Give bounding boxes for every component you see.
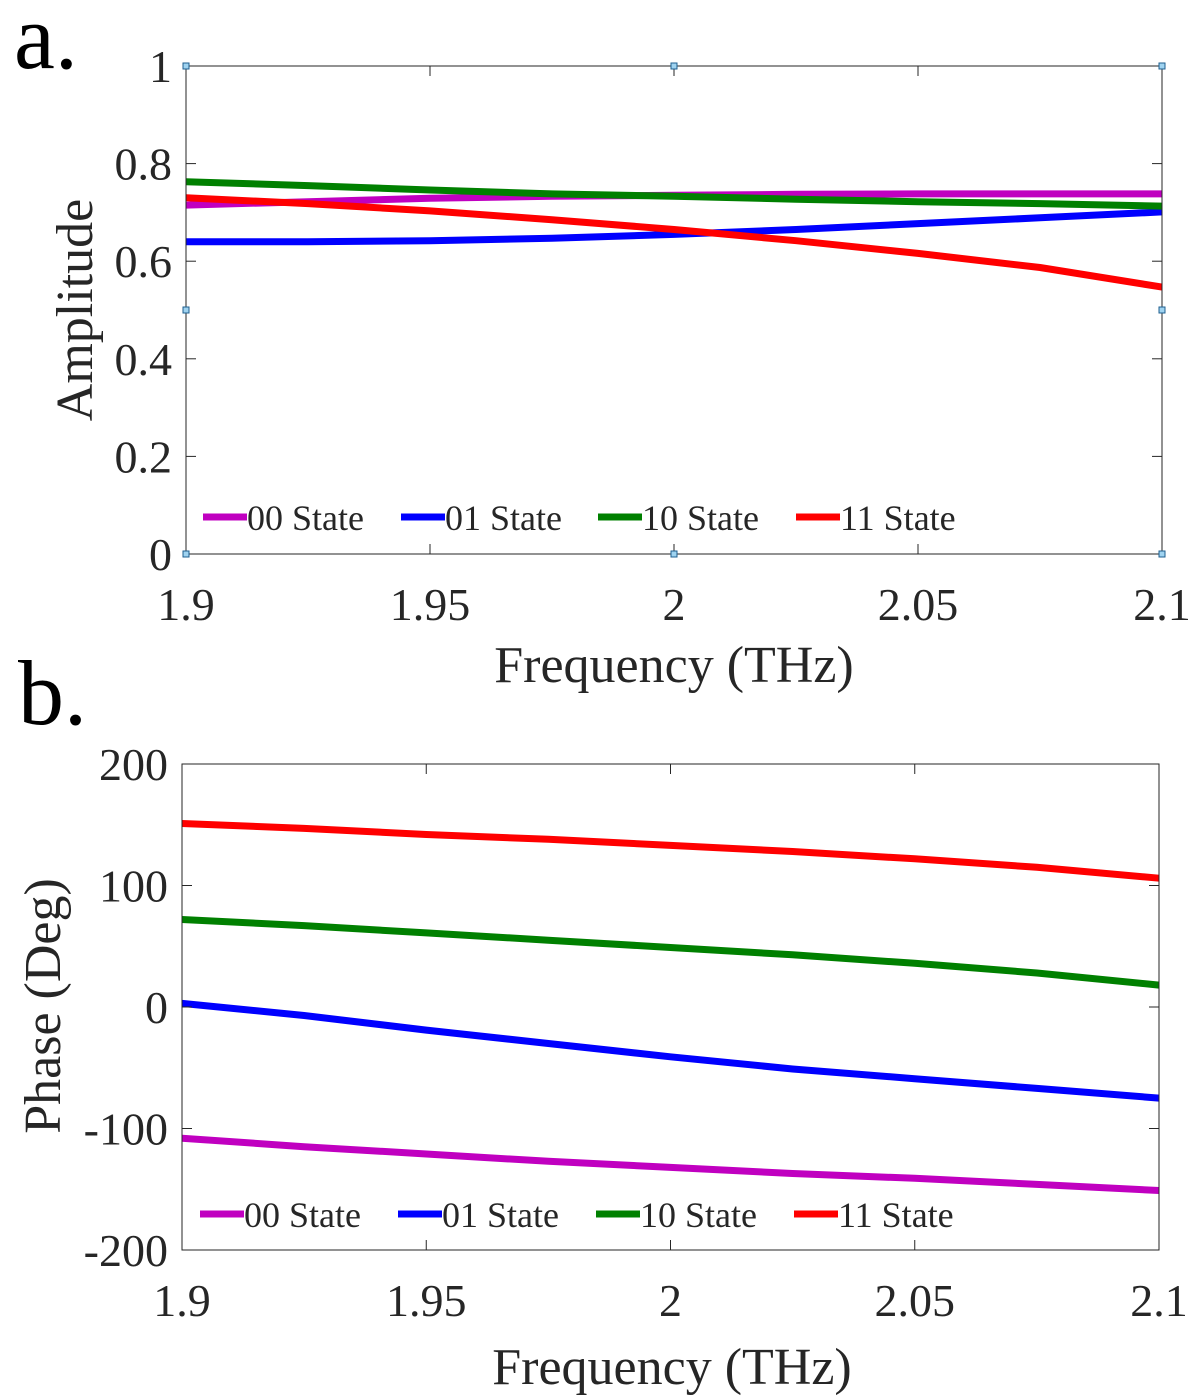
phase-y-axis-title: Phase (Deg) <box>15 878 72 1134</box>
phase-series-01-state <box>181 999 1160 1102</box>
amplitude-x-tick-label: 1.9 <box>157 579 215 630</box>
selection-handle[interactable] <box>1158 62 1166 70</box>
phase-y-tick-label: -100 <box>84 1104 168 1155</box>
phase-x-axis-title: Frequency (THz) <box>492 1339 852 1396</box>
amplitude-series-11-state <box>185 194 1163 291</box>
selection-handle[interactable] <box>1158 306 1166 314</box>
phase-x-ticks: 1.9 1.95 2 2.05 2.1 <box>153 764 1188 1326</box>
phase-x-tick-label: 1.95 <box>386 1275 467 1326</box>
amplitude-y-ticks: 0 0.2 0.4 0.6 0.8 1 <box>115 41 1162 580</box>
phase-x-tick-label: 2.05 <box>875 1275 956 1326</box>
amplitude-y-tick-label: 0.6 <box>115 236 173 287</box>
amplitude-chart: 0 0.2 0.4 0.6 0.8 1 1.9 1.95 2 2.05 2.1 Amplitude… <box>47 41 1191 694</box>
amplitude-x-tick-label: 2.1 <box>1133 579 1191 630</box>
selection-handle[interactable] <box>182 306 190 314</box>
phase-series-10-state <box>181 916 1160 989</box>
phase-series-11-state <box>181 820 1160 882</box>
phase-series-group <box>181 820 1160 1194</box>
phase-y-tick-label: 0 <box>145 982 168 1033</box>
amplitude-legend-label-01-state: 01 State <box>445 498 562 538</box>
selection-handle[interactable] <box>182 550 190 558</box>
phase-axes-box <box>181 763 1160 1251</box>
amplitude-series-10-state <box>185 178 1163 210</box>
selection-handle[interactable] <box>1158 550 1166 558</box>
phase-y-ticks: -200 -100 0 100 200 <box>84 739 1159 1276</box>
amplitude-x-tick-label: 2 <box>663 579 686 630</box>
selection-handle[interactable] <box>670 550 678 558</box>
amplitude-y-tick-label: 0 <box>149 529 172 580</box>
phase-chart: -200 -100 0 100 200 1.9 1.95 2 2.05 2.1 Phase (D… <box>15 739 1188 1396</box>
phase-x-tick-label: 1.9 <box>153 1275 211 1326</box>
amplitude-y-tick-label: 1 <box>149 41 172 92</box>
phase-x-tick-label: 2 <box>659 1275 682 1326</box>
phase-legend-label-11-state: 11 State <box>838 1195 954 1235</box>
phase-y-tick-label: -200 <box>84 1225 168 1276</box>
amplitude-y-tick-label: 0.8 <box>115 139 173 190</box>
amplitude-x-tick-label: 2.05 <box>878 579 959 630</box>
amplitude-legend-label-00-state: 00 State <box>247 498 364 538</box>
phase-legend-label-00-state: 00 State <box>244 1195 361 1235</box>
phase-y-tick-label: 200 <box>99 739 168 790</box>
selection-handles <box>182 62 1166 558</box>
amplitude-y-tick-label: 0.2 <box>115 431 173 482</box>
amplitude-x-axis-title: Frequency (THz) <box>494 637 854 694</box>
amplitude-legend: 00 State 01 State 10 State 11 State <box>203 498 956 538</box>
amplitude-y-axis-title: Amplitude <box>47 199 104 421</box>
phase-x-tick-label: 2.1 <box>1130 1275 1188 1326</box>
phase-legend-label-01-state: 01 State <box>442 1195 559 1235</box>
phase-y-tick-label: 100 <box>99 861 168 912</box>
phase-legend: 00 State 01 State 10 State 11 State <box>200 1195 954 1235</box>
phase-series-00-state <box>181 1134 1160 1194</box>
amplitude-series-group <box>185 178 1163 291</box>
amplitude-legend-label-10-state: 10 State <box>642 498 759 538</box>
amplitude-legend-label-11-state: 11 State <box>840 498 956 538</box>
panel-a-label: a. <box>14 0 78 88</box>
amplitude-x-ticks: 1.9 1.95 2 2.05 2.1 <box>157 66 1191 630</box>
selection-handle[interactable] <box>670 62 678 70</box>
amplitude-series-01-state <box>186 208 1163 246</box>
phase-legend-label-10-state: 10 State <box>640 1195 757 1235</box>
amplitude-y-tick-label: 0.4 <box>115 334 173 385</box>
amplitude-axes-box <box>185 65 1163 555</box>
amplitude-x-tick-label: 1.95 <box>390 579 471 630</box>
selection-handle[interactable] <box>182 62 190 70</box>
panel-b-label: b. <box>18 642 87 744</box>
